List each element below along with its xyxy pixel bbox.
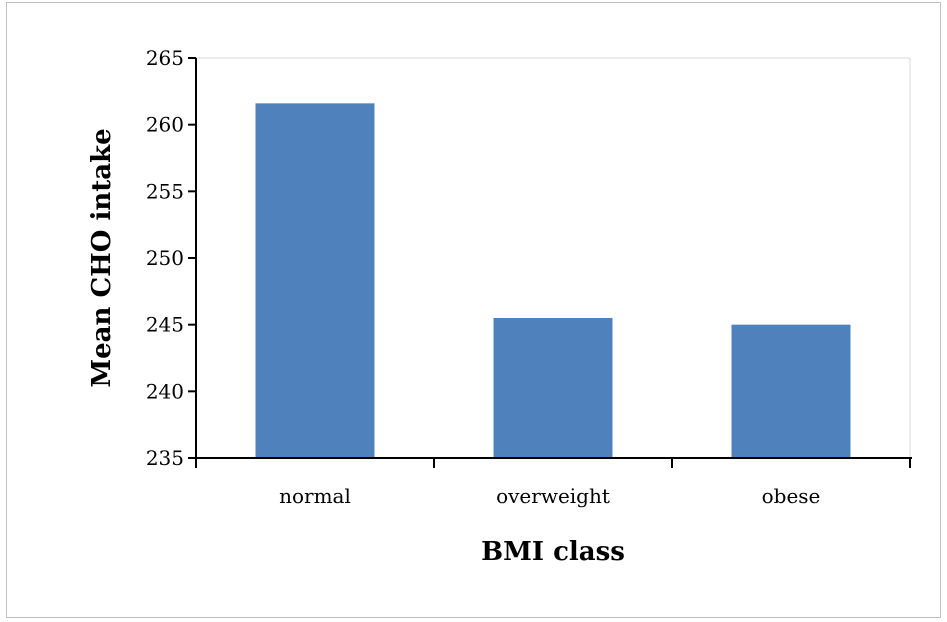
y-tick-label: 265 (146, 46, 184, 70)
y-axis: 235 240 245 250 255 260 265 (146, 46, 911, 470)
y-tick-label: 245 (146, 313, 184, 337)
y-tick-label: 240 (146, 379, 184, 403)
bar-normal (255, 103, 375, 458)
x-axis-title: BMI class (481, 537, 625, 567)
x-tick-label: normal (279, 484, 351, 508)
bar-chart: 235 240 245 250 255 260 265 normal overweight ob… (87, 46, 912, 567)
bars-group (255, 103, 851, 458)
x-axis: normal overweight obese (195, 457, 912, 508)
x-tick-label: obese (762, 484, 821, 508)
y-tick-label: 235 (146, 446, 184, 470)
bar-overweight (493, 318, 613, 458)
y-tick-label: 255 (146, 179, 184, 203)
y-tick-label: 260 (146, 113, 184, 137)
x-tick-label: overweight (496, 484, 610, 508)
y-tick-label: 250 (146, 246, 184, 270)
chart-frame: 235 240 245 250 255 260 265 normal overweight ob… (6, 2, 941, 618)
bar-obese (731, 324, 851, 458)
y-axis-title: Mean CHO intake (87, 128, 117, 387)
